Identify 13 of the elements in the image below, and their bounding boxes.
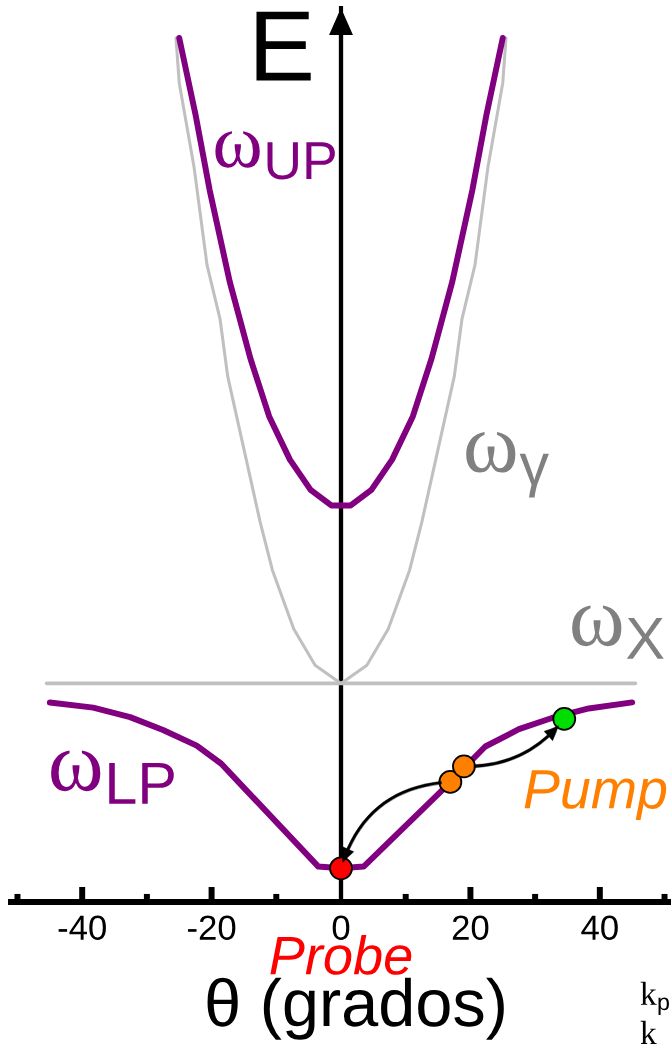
y-axis-title: E bbox=[256, 11, 311, 81]
x-tick-label: 20 bbox=[452, 915, 489, 940]
text: k$_{p}$ bbox=[640, 981, 669, 1015]
x-tick-label: -20 bbox=[188, 915, 236, 940]
x-tick-label: 40 bbox=[581, 915, 618, 940]
x-tick-label: -40 bbox=[58, 915, 106, 940]
series-label: ω$_{UP}$ bbox=[215, 131, 335, 180]
series-label: ω$_{X}$ bbox=[572, 605, 664, 659]
series-label: Pump bbox=[524, 770, 667, 820]
x-axis-title: θ (grados) bbox=[207, 977, 504, 1040]
series-label: ω$_{LP}$ bbox=[51, 750, 174, 804]
text: k bbox=[640, 1020, 657, 1044]
series-label: ω$_{γ}$ bbox=[466, 432, 549, 498]
